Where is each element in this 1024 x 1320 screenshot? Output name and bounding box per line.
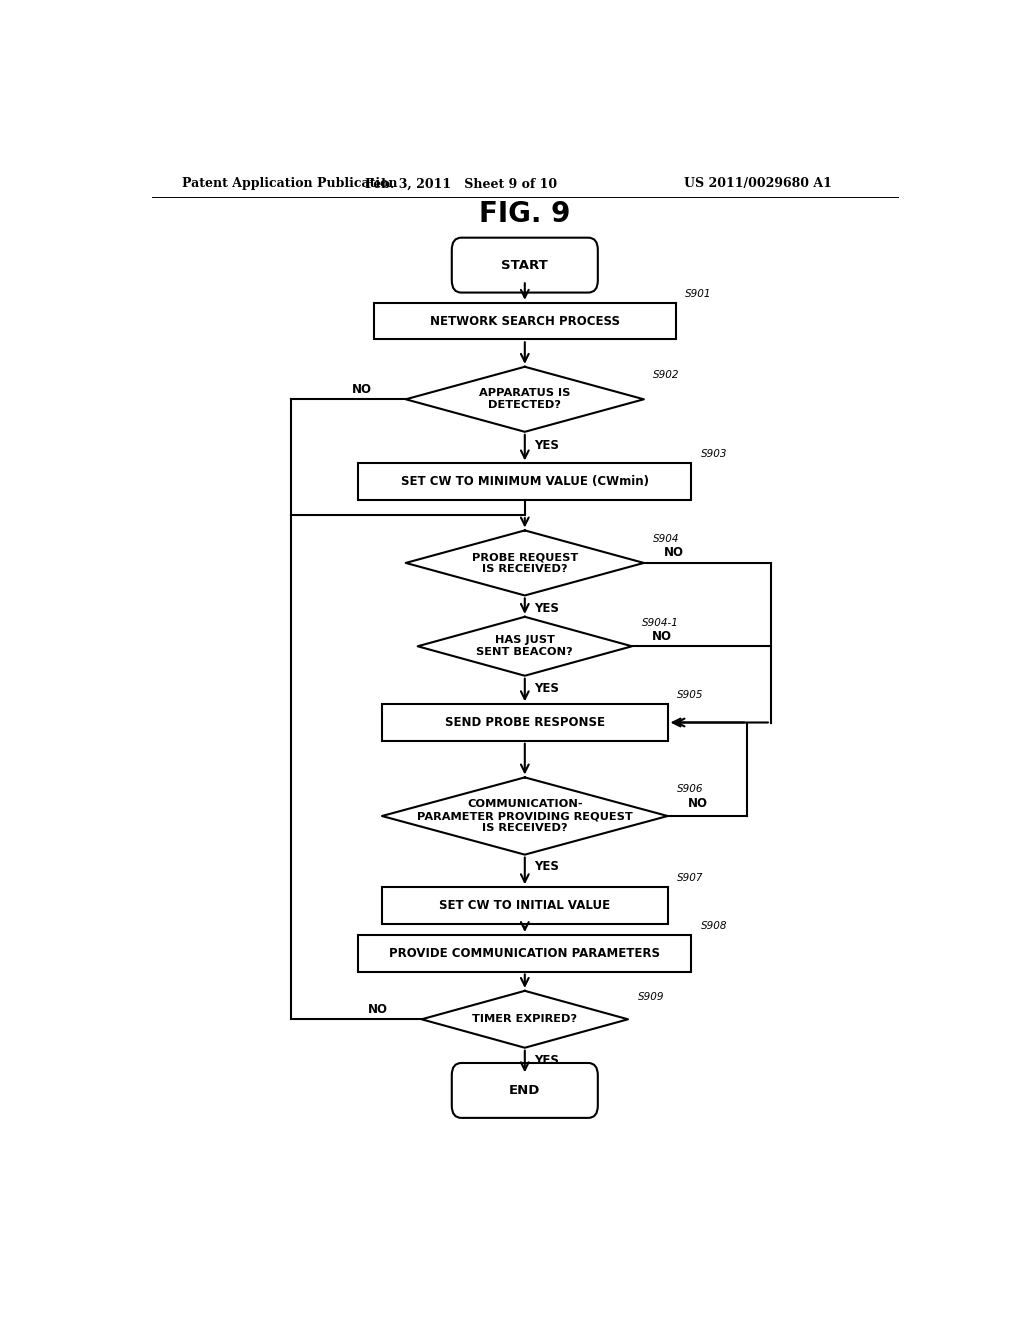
Text: FIG. 9: FIG. 9 (479, 201, 570, 228)
Text: YES: YES (535, 602, 559, 615)
Bar (358, 463, 691, 500)
Text: YES: YES (535, 682, 559, 696)
Text: S901: S901 (685, 289, 712, 298)
Text: YES: YES (535, 1055, 559, 1068)
Polygon shape (382, 777, 668, 854)
Text: SET CW TO MINIMUM VALUE (CWmin): SET CW TO MINIMUM VALUE (CWmin) (400, 475, 649, 488)
Text: S909: S909 (638, 993, 664, 1002)
Polygon shape (406, 367, 644, 432)
Text: S904-1: S904-1 (641, 619, 678, 628)
Text: S902: S902 (653, 370, 680, 380)
Text: S908: S908 (701, 921, 727, 931)
Text: START: START (502, 259, 548, 272)
Bar (382, 704, 668, 741)
FancyBboxPatch shape (452, 1063, 598, 1118)
Bar (382, 887, 668, 924)
Bar (374, 302, 676, 339)
Bar (358, 935, 691, 972)
Text: PROBE REQUEST
IS RECEIVED?: PROBE REQUEST IS RECEIVED? (472, 552, 578, 574)
Text: NO: NO (368, 1003, 388, 1015)
Text: YES: YES (535, 438, 559, 451)
Text: APPARATUS IS
DETECTED?: APPARATUS IS DETECTED? (479, 388, 570, 411)
Text: END: END (509, 1084, 541, 1097)
Text: SET CW TO INITIAL VALUE: SET CW TO INITIAL VALUE (439, 899, 610, 912)
Text: PROVIDE COMMUNICATION PARAMETERS: PROVIDE COMMUNICATION PARAMETERS (389, 946, 660, 960)
Text: S904: S904 (653, 533, 680, 544)
Polygon shape (422, 991, 628, 1048)
Text: Patent Application Publication: Patent Application Publication (182, 177, 397, 190)
Polygon shape (418, 616, 632, 676)
Text: US 2011/0029680 A1: US 2011/0029680 A1 (684, 177, 831, 190)
Text: NO: NO (688, 797, 708, 810)
Text: S903: S903 (701, 449, 727, 459)
Text: HAS JUST
SENT BEACON?: HAS JUST SENT BEACON? (476, 635, 573, 657)
Text: Feb. 3, 2011   Sheet 9 of 10: Feb. 3, 2011 Sheet 9 of 10 (366, 177, 557, 190)
Text: S906: S906 (677, 784, 703, 793)
Text: NO: NO (352, 383, 372, 396)
Text: NETWORK SEARCH PROCESS: NETWORK SEARCH PROCESS (430, 314, 620, 327)
Polygon shape (406, 531, 644, 595)
Text: S905: S905 (677, 690, 703, 700)
Text: SEND PROBE RESPONSE: SEND PROBE RESPONSE (444, 715, 605, 729)
Text: NO: NO (664, 546, 684, 560)
Text: COMMUNICATION-
PARAMETER PROVIDING REQUEST
IS RECEIVED?: COMMUNICATION- PARAMETER PROVIDING REQUE… (417, 800, 633, 833)
Text: S907: S907 (677, 873, 703, 883)
Text: NO: NO (652, 630, 672, 643)
Text: TIMER EXPIRED?: TIMER EXPIRED? (472, 1014, 578, 1024)
FancyBboxPatch shape (452, 238, 598, 293)
Text: YES: YES (535, 861, 559, 874)
